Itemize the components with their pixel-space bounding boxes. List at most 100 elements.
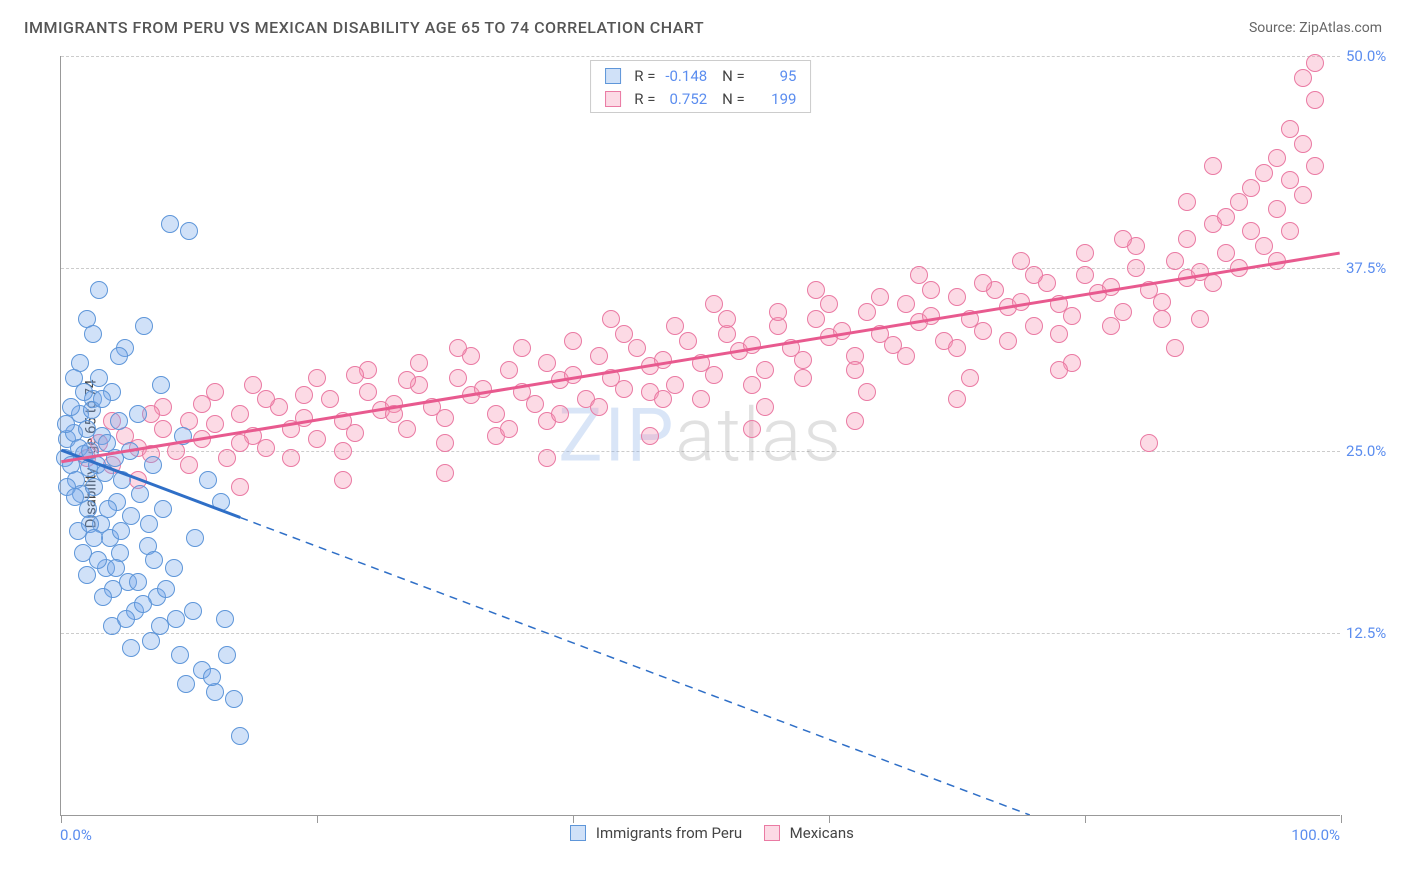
series-b-point [705,366,723,384]
x-tick [317,815,318,823]
source-label: Source: ZipAtlas.com [1249,20,1382,36]
chart-title: IMMIGRANTS FROM PERU VS MEXICAN DISABILI… [24,18,704,37]
series-b-point [1076,266,1094,284]
series-b-point [1281,222,1299,240]
x-tick [1085,815,1086,823]
series-b-point [743,376,761,394]
series-b-point [206,415,224,433]
series-a-point [231,727,249,745]
series-a-point [154,500,172,518]
series-a-point [85,529,103,547]
xlegend-swatch-b [764,825,780,841]
series-b-point [449,369,467,387]
series-b-point [257,439,275,457]
series-b-point [590,347,608,365]
series-a-point [161,215,179,233]
series-b-point [1268,149,1286,167]
series-b-point [1012,252,1030,270]
series-b-point [385,405,403,423]
series-a-point [117,610,135,628]
series-b-point [794,351,812,369]
series-b-point [538,354,556,372]
series-a-point [75,383,93,401]
series-b-point [1025,317,1043,335]
series-b-point [1204,274,1222,292]
n-value-a: 95 [748,65,796,88]
y-tick-label: 50.0% [1346,47,1402,65]
series-b-point [974,322,992,340]
series-a-point [113,471,131,489]
series-b-point [743,336,761,354]
series-b-point [1294,135,1312,153]
series-b-point [436,464,454,482]
series-b-point [948,390,966,408]
series-a-point [152,376,170,394]
r-value-b: 0.752 [659,88,707,111]
series-b-point [705,295,723,313]
series-a-point [84,325,102,343]
x-tick [61,815,62,823]
y-tick-label: 37.5% [1346,259,1402,277]
series-b-point [218,449,236,467]
series-b-point [1294,69,1312,87]
series-b-point [1178,193,1196,211]
series-a-point [94,588,112,606]
series-b-point [1242,179,1260,197]
series-b-point [1306,91,1324,109]
series-a-point [62,398,80,416]
series-a-point [90,369,108,387]
legend-swatch-series-a [605,68,621,84]
series-b-point [1306,54,1324,72]
chart-container: Disability Age 65 to 74 ZIPatlas R = -0.… [24,56,1382,852]
series-a-point [145,551,163,569]
series-b-point [718,310,736,328]
series-b-label: Mexicans [790,824,854,842]
series-b-point [615,380,633,398]
series-b-point [833,322,851,340]
series-b-point [231,434,249,452]
series-a-point [144,456,162,474]
series-b-point [308,369,326,387]
y-tick-label: 25.0% [1346,442,1402,460]
series-b-point [922,307,940,325]
series-a-point [93,390,111,408]
series-b-point [846,361,864,379]
series-b-point [295,386,313,404]
series-b-point [666,317,684,335]
series-b-point [743,420,761,438]
series-b-point [551,405,569,423]
series-a-point [171,646,189,664]
series-b-point [564,332,582,350]
series-b-point [1153,310,1171,328]
series-b-point [180,456,198,474]
series-a-point [129,405,147,423]
series-b-point [1102,278,1120,296]
series-a-point [218,646,236,664]
series-b-point [231,405,249,423]
series-a-point [110,412,128,430]
series-b-point [346,424,364,442]
series-b-point [321,390,339,408]
series-b-point [858,383,876,401]
series-b-point [193,430,211,448]
series-a-point [165,559,183,577]
series-b-point [1242,222,1260,240]
series-a-point [66,488,84,506]
legend-swatch-series-b [605,91,621,107]
xlegend-swatch-a [570,825,586,841]
series-b-point [513,339,531,357]
series-b-point [257,390,275,408]
series-b-point [1230,193,1248,211]
series-b-point [641,427,659,445]
series-a-point [180,222,198,240]
series-b-point [564,366,582,384]
series-b-point [654,351,672,369]
series-b-point [244,376,262,394]
series-b-point [1178,230,1196,248]
series-b-point [974,274,992,292]
series-a-point [89,551,107,569]
series-b-point [1140,434,1158,452]
series-b-point [897,295,915,313]
series-b-point [948,339,966,357]
series-b-point [410,354,428,372]
